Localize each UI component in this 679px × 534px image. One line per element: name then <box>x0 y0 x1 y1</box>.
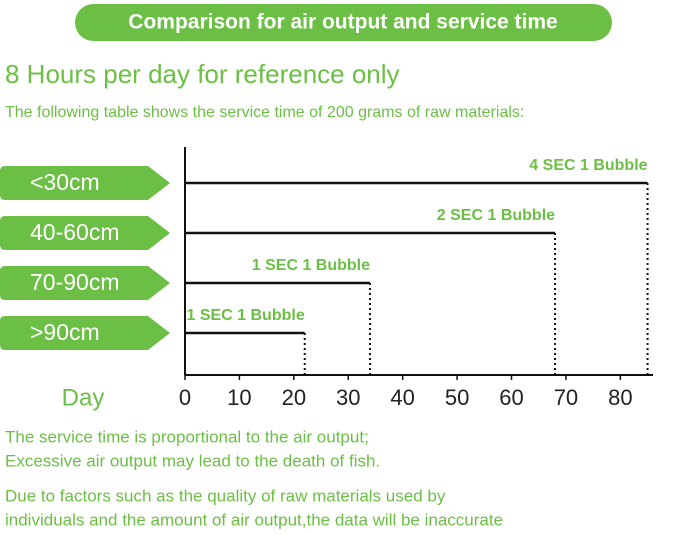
x-tick-label: 80 <box>608 385 632 410</box>
category-pill <box>0 316 170 350</box>
note: Due to factors such as the quality of ra… <box>5 486 446 505</box>
category-pill <box>0 166 170 200</box>
x-tick-label: 40 <box>390 385 414 410</box>
category-label: 40-60cm <box>30 219 119 245</box>
note: individuals and the amount of air output… <box>5 510 503 529</box>
page-title: Comparison for air output and service ti… <box>128 11 557 34</box>
bar-annotation: 1 SEC 1 Bubble <box>186 307 304 324</box>
x-axis-label: Day <box>62 384 105 411</box>
x-tick-label: 10 <box>227 385 251 410</box>
note: Excessive air output may lead to the dea… <box>5 451 380 470</box>
x-tick-label: 30 <box>336 385 360 410</box>
x-tick-label: 20 <box>282 385 306 410</box>
x-tick-label: 70 <box>554 385 578 410</box>
bar-annotation: 2 SEC 1 Bubble <box>437 207 555 224</box>
x-tick-label: 0 <box>179 385 191 410</box>
category-pill <box>0 216 170 250</box>
category-pill <box>0 266 170 300</box>
chart-title: 8 Hours per day for reference only <box>5 59 400 89</box>
category-label: 70-90cm <box>30 269 119 295</box>
bar-annotation: 1 SEC 1 Bubble <box>252 257 370 274</box>
category-label: <30cm <box>30 169 100 195</box>
title-pill <box>75 4 612 41</box>
x-tick-label: 50 <box>445 385 469 410</box>
note: The service time is proportional to the … <box>5 427 369 446</box>
chart-subtitle: The following table shows the service ti… <box>5 104 524 121</box>
category-label: >90cm <box>30 319 100 345</box>
bar-annotation: 4 SEC 1 Bubble <box>529 157 647 174</box>
x-tick-label: 60 <box>499 385 523 410</box>
